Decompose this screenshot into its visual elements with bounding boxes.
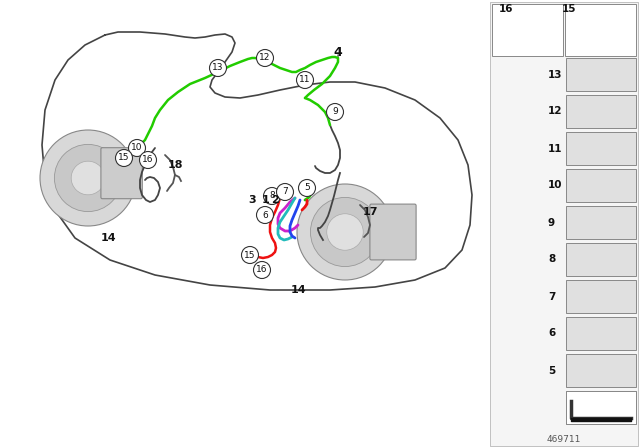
Circle shape xyxy=(257,49,273,66)
Circle shape xyxy=(297,184,393,280)
Circle shape xyxy=(296,72,314,89)
FancyBboxPatch shape xyxy=(566,243,636,276)
FancyBboxPatch shape xyxy=(492,4,563,56)
Circle shape xyxy=(54,144,122,211)
FancyBboxPatch shape xyxy=(101,148,142,199)
Text: 1: 1 xyxy=(262,195,270,205)
Text: 15: 15 xyxy=(562,4,577,14)
Text: 7: 7 xyxy=(548,292,556,302)
FancyBboxPatch shape xyxy=(370,204,416,260)
FancyBboxPatch shape xyxy=(566,391,636,424)
Circle shape xyxy=(129,139,145,156)
Circle shape xyxy=(264,188,280,204)
Text: 17: 17 xyxy=(362,207,378,217)
FancyBboxPatch shape xyxy=(566,317,636,350)
Circle shape xyxy=(115,150,132,167)
Circle shape xyxy=(40,130,136,226)
Text: 6: 6 xyxy=(262,211,268,220)
Circle shape xyxy=(310,198,380,267)
Circle shape xyxy=(241,246,259,263)
FancyBboxPatch shape xyxy=(566,95,636,128)
Text: 11: 11 xyxy=(548,143,563,154)
Circle shape xyxy=(298,180,316,197)
Text: 15: 15 xyxy=(118,154,130,163)
FancyBboxPatch shape xyxy=(566,132,636,165)
FancyBboxPatch shape xyxy=(566,169,636,202)
Circle shape xyxy=(140,151,157,168)
Text: 12: 12 xyxy=(259,53,271,63)
Text: 15: 15 xyxy=(244,250,256,259)
Circle shape xyxy=(209,60,227,77)
Text: 3: 3 xyxy=(248,195,256,205)
FancyBboxPatch shape xyxy=(566,206,636,239)
Text: 12: 12 xyxy=(548,107,563,116)
Text: 18: 18 xyxy=(167,160,183,170)
Text: 16: 16 xyxy=(499,4,513,14)
Text: 13: 13 xyxy=(548,69,563,79)
Text: 4: 4 xyxy=(333,46,342,59)
Circle shape xyxy=(253,262,271,279)
Circle shape xyxy=(71,161,105,195)
Text: 16: 16 xyxy=(256,266,268,275)
Circle shape xyxy=(257,207,273,224)
Text: 10: 10 xyxy=(548,181,563,190)
Circle shape xyxy=(327,214,364,250)
Text: 10: 10 xyxy=(131,143,143,152)
Text: 16: 16 xyxy=(142,155,154,164)
Text: 13: 13 xyxy=(212,64,224,73)
FancyBboxPatch shape xyxy=(490,2,638,446)
Text: 6: 6 xyxy=(548,328,556,339)
Text: 8: 8 xyxy=(269,191,275,201)
Text: 9: 9 xyxy=(332,108,338,116)
FancyBboxPatch shape xyxy=(566,58,636,91)
Circle shape xyxy=(326,103,344,121)
FancyBboxPatch shape xyxy=(566,354,636,387)
Circle shape xyxy=(276,184,294,201)
Text: 14: 14 xyxy=(290,285,306,295)
FancyBboxPatch shape xyxy=(566,280,636,313)
Text: 9: 9 xyxy=(548,217,555,228)
Text: 7: 7 xyxy=(282,188,288,197)
Text: 5: 5 xyxy=(304,184,310,193)
Text: 11: 11 xyxy=(300,76,311,85)
FancyBboxPatch shape xyxy=(565,4,636,56)
Text: 2: 2 xyxy=(271,195,279,205)
FancyBboxPatch shape xyxy=(566,391,636,424)
Text: 5: 5 xyxy=(548,366,556,375)
Text: 469711: 469711 xyxy=(547,435,581,444)
Text: 8: 8 xyxy=(548,254,556,264)
Text: 14: 14 xyxy=(100,233,116,243)
